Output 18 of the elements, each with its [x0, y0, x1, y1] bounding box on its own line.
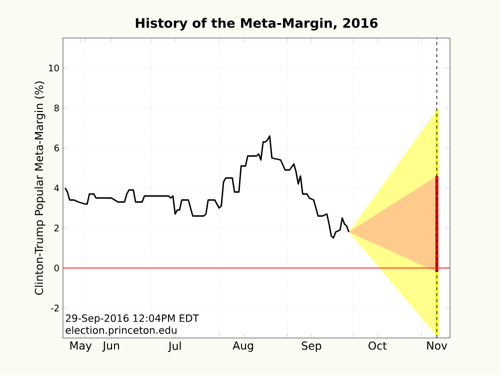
y-tick-label: 8 [54, 104, 59, 112]
y-tick-label: 6 [54, 144, 59, 152]
x-tick-label: Jun [102, 342, 120, 352]
x-tick-label: Nov [427, 342, 448, 350]
y-tick-label: 10 [49, 64, 59, 72]
x-tick-label: Aug [232, 342, 254, 352]
y-tick-label: 4 [54, 184, 59, 192]
y-tick-label: -2 [50, 304, 59, 312]
y-axis-title: Clinton-Trump Popular Meta-Margin (%) [34, 82, 46, 295]
annotation: election.princeton.edu [66, 326, 176, 336]
x-tick-label: Oct [368, 342, 387, 350]
y-tick-label: 0 [54, 264, 59, 272]
x-tick-label: Sep [302, 342, 322, 352]
annotation: 29-Sep-2016 12:04PM EDT [66, 314, 199, 324]
chart-title: History of the Meta-Margin, 2016 [136, 18, 378, 30]
x-tick-label: May [70, 342, 92, 352]
y-tick-label: 2 [54, 224, 59, 232]
x-tick-label: Jul [168, 342, 181, 352]
